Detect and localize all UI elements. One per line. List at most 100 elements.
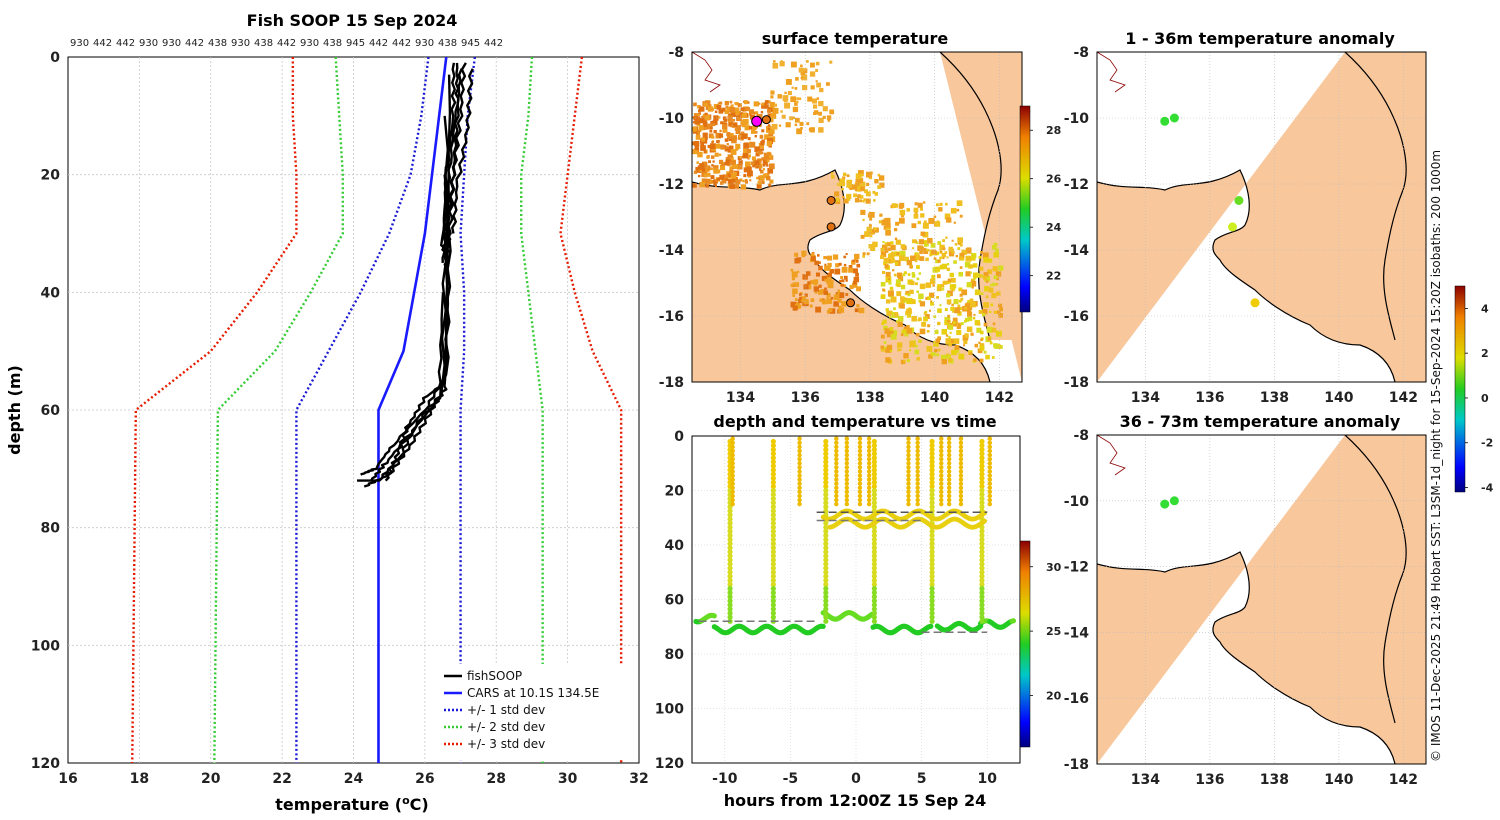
td-point xyxy=(866,436,872,441)
td-point xyxy=(866,448,872,454)
sst-pixel xyxy=(842,176,846,180)
td-point xyxy=(823,451,829,457)
sst-pixel xyxy=(993,252,999,258)
sst-pixel xyxy=(869,229,875,235)
td-point xyxy=(823,610,829,616)
sst-pixel xyxy=(896,320,900,324)
sst-pixel xyxy=(934,221,941,227)
sst-pixel xyxy=(767,172,770,175)
sst-pixel xyxy=(909,289,914,295)
td-point xyxy=(906,493,911,499)
td-point xyxy=(857,465,863,470)
sst-pixel xyxy=(918,339,922,342)
td-point xyxy=(946,456,952,462)
td-point xyxy=(946,461,952,466)
sst-pixel xyxy=(770,115,774,118)
td-point xyxy=(797,473,802,478)
td-point xyxy=(929,438,935,445)
td-point xyxy=(857,469,863,474)
sst-pixel xyxy=(791,86,794,89)
td-point xyxy=(770,590,776,596)
sst-pixel xyxy=(814,260,819,266)
td-point xyxy=(929,536,935,543)
td-point xyxy=(727,577,733,584)
sst-pixel xyxy=(889,327,894,331)
sst-pixel xyxy=(719,174,725,180)
td-point xyxy=(946,436,952,441)
td-point xyxy=(770,594,776,600)
td-point xyxy=(906,481,911,486)
sst-pixel xyxy=(731,173,737,179)
td-point xyxy=(915,452,920,458)
sst-pixel xyxy=(957,304,961,308)
sst-pixel xyxy=(823,290,828,295)
sst-pixel xyxy=(939,256,942,260)
sst-pixel xyxy=(885,357,891,363)
td-point xyxy=(939,465,944,470)
sst-pixel xyxy=(818,117,824,123)
sst-pixel xyxy=(741,133,747,140)
sst-pixel xyxy=(740,184,747,190)
sst-pixel xyxy=(711,141,714,144)
sst-pixel xyxy=(931,352,936,357)
td-point xyxy=(929,459,935,465)
sst-pixel xyxy=(695,116,701,122)
sst-pixel xyxy=(839,178,845,184)
sst-pixel xyxy=(953,299,959,305)
sst-pixel xyxy=(719,164,726,171)
td-point xyxy=(946,477,952,482)
td-point xyxy=(857,497,863,503)
sst-pixel xyxy=(762,168,765,171)
td-point xyxy=(987,481,993,486)
sst-pixel xyxy=(817,289,823,295)
sst-pixel xyxy=(952,317,958,323)
sst-pixel xyxy=(838,262,842,266)
td-xlabel: hours from 12:00Z 15 Sep 24 xyxy=(724,791,986,810)
sst-pixel xyxy=(853,193,857,198)
sst-pixel xyxy=(700,145,706,151)
sst-pixel xyxy=(712,160,715,163)
td-point xyxy=(906,465,911,470)
sst-pixel xyxy=(702,161,707,166)
sst-pixel xyxy=(888,253,895,259)
td-point xyxy=(929,602,935,608)
sst-pixel xyxy=(845,279,848,282)
sst-pixel xyxy=(919,256,925,261)
td-point xyxy=(929,594,935,600)
td-point xyxy=(958,440,964,446)
td-point xyxy=(1010,618,1017,624)
sst-pixel xyxy=(904,292,908,296)
td-point xyxy=(929,504,935,510)
td-point xyxy=(844,436,850,441)
td-point xyxy=(834,485,839,490)
sst-pixel xyxy=(754,111,759,115)
sst-pixel xyxy=(974,343,979,348)
sst-pixel xyxy=(967,305,973,311)
td-point xyxy=(946,493,952,499)
sst-pixel xyxy=(976,327,982,333)
sst-pixel xyxy=(794,117,800,123)
td-point xyxy=(939,469,944,474)
sst-pixel xyxy=(936,220,940,223)
sst-pixel xyxy=(822,106,828,112)
sst-pixel xyxy=(930,352,933,356)
sst-pixel xyxy=(804,293,808,297)
sst-pixel xyxy=(972,254,976,258)
td-point xyxy=(770,496,776,502)
sst-pixel xyxy=(956,322,961,327)
sst-pixel xyxy=(992,322,996,326)
sst-pixel xyxy=(926,243,929,247)
td-point xyxy=(979,487,985,494)
sst-pixel xyxy=(983,275,988,280)
sst-pixel xyxy=(936,353,940,357)
sst-pixel xyxy=(731,135,737,141)
sst-pixel xyxy=(712,120,718,126)
probe-id-label: 442 xyxy=(277,38,296,49)
sst-pixel xyxy=(846,193,852,200)
sst-pixel xyxy=(957,247,961,250)
sst-pixel xyxy=(926,248,929,252)
sst-pixel xyxy=(747,157,750,160)
td-point xyxy=(958,481,964,486)
td-point xyxy=(823,561,829,567)
sst-pixel xyxy=(705,183,710,188)
